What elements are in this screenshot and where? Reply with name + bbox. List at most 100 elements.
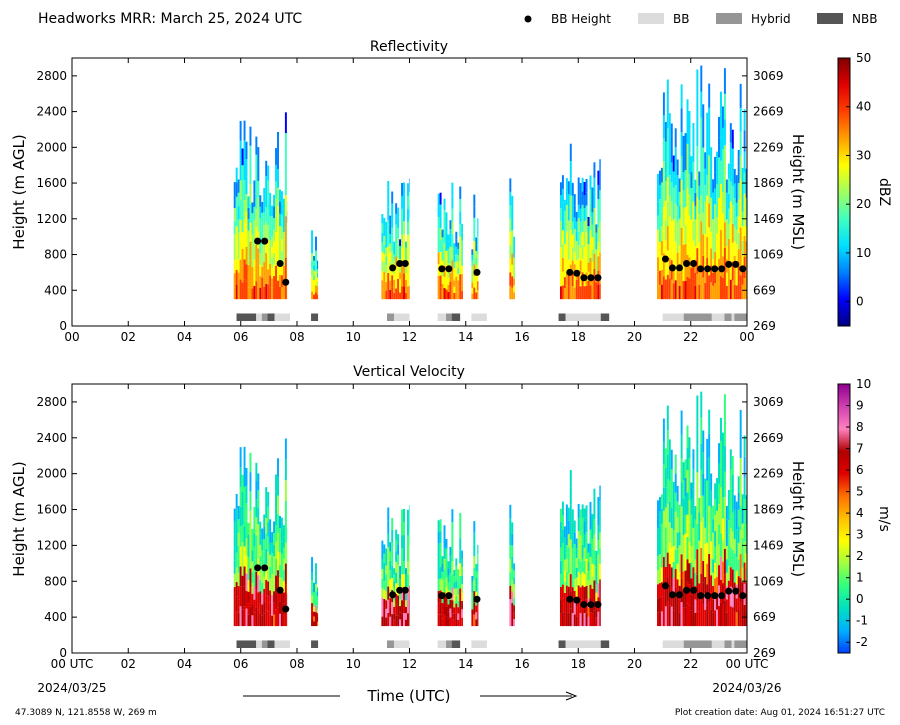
precip-cell	[273, 287, 276, 300]
bb-type-segment	[734, 640, 747, 648]
precip-cell	[727, 208, 730, 224]
precip-cell	[670, 221, 673, 241]
precip-cell	[280, 239, 283, 252]
precip-cell	[682, 498, 685, 517]
precip-cell	[453, 588, 456, 595]
precip-cell	[595, 576, 598, 585]
precip-cell	[716, 477, 719, 495]
precip-cell	[583, 286, 586, 300]
precip-cell	[716, 527, 719, 544]
precip-cell	[387, 507, 390, 521]
precip-cell	[239, 566, 242, 587]
precip-cell	[313, 587, 315, 593]
precip-cell	[664, 122, 667, 142]
precip-cell	[471, 587, 474, 593]
precip-cell	[587, 244, 590, 254]
precip-cell	[259, 591, 262, 603]
precip-cell	[477, 263, 479, 273]
precip-cell	[459, 249, 462, 262]
precip-cell	[259, 252, 262, 265]
bb-height-point	[683, 586, 691, 594]
precip-cell	[658, 497, 661, 512]
precip-cell	[585, 219, 588, 233]
precip-cell	[662, 556, 665, 580]
precip-cell	[583, 221, 586, 235]
precip-cell	[447, 241, 450, 249]
precip-cell	[265, 283, 268, 300]
precip-cell	[597, 583, 600, 598]
precip-cell	[261, 288, 264, 300]
precip-cell	[720, 183, 722, 207]
precip-cell	[690, 546, 693, 563]
precip-cell	[449, 281, 452, 291]
precip-cell	[443, 558, 446, 571]
precip-cell	[700, 273, 703, 300]
precip-cell	[389, 234, 392, 244]
precip-cell	[591, 576, 594, 589]
precip-cell	[593, 534, 596, 550]
precip-cell	[587, 580, 590, 590]
precip-cell	[265, 176, 268, 192]
precip-cell	[575, 260, 578, 271]
precip-cell	[245, 503, 248, 521]
precip-cell	[459, 274, 462, 287]
precip-cell	[668, 460, 671, 481]
precip-cell	[662, 115, 665, 139]
precip-cell	[473, 591, 476, 603]
precip-cell	[401, 561, 404, 575]
precip-cell	[567, 207, 570, 221]
precip-cell	[399, 579, 402, 587]
precip-cell	[721, 106, 724, 128]
precip-cell	[672, 203, 675, 220]
precip-cell	[259, 602, 262, 615]
precip-cell	[263, 249, 266, 263]
precip-cell	[577, 272, 580, 286]
precip-cell	[698, 583, 701, 598]
precip-cell	[513, 250, 515, 258]
precip-cell	[315, 243, 317, 251]
precip-cell	[567, 220, 570, 234]
precip-cell	[706, 216, 709, 238]
creation-date-label: Plot creation date: Aug 01, 2024 16:51:2…	[675, 708, 885, 718]
precip-cell	[718, 278, 720, 300]
precip-cell	[727, 610, 730, 627]
colorbar-tick-label: 10	[856, 246, 871, 260]
precip-cell	[284, 542, 287, 564]
precip-cell	[565, 204, 568, 219]
bb-height-point	[580, 274, 588, 282]
precip-cell	[408, 272, 410, 286]
precip-cell	[597, 184, 600, 200]
precip-cell	[680, 84, 683, 109]
precip-cell	[235, 255, 238, 270]
precip-cell	[275, 575, 278, 593]
precip-cell	[255, 607, 258, 627]
x-tick-label: 16	[514, 657, 529, 671]
precip-cell	[670, 449, 673, 470]
precip-cell	[664, 448, 667, 469]
precip-cell	[273, 229, 276, 242]
precip-cell	[565, 558, 568, 573]
precip-cell	[509, 245, 512, 259]
precip-cell	[284, 133, 287, 154]
precip-cell	[561, 570, 564, 585]
precip-cell	[275, 592, 278, 610]
precip-cell	[471, 603, 474, 610]
precip-cell	[591, 224, 594, 238]
precip-cell	[237, 612, 240, 627]
precip-cell	[735, 515, 738, 530]
precip-cell	[261, 528, 264, 540]
precip-cell	[702, 125, 705, 148]
bb-type-segment	[711, 313, 725, 321]
precip-cell	[670, 123, 673, 144]
precip-cell	[439, 240, 442, 252]
precip-cell	[694, 506, 697, 520]
precip-cell	[403, 182, 405, 196]
precip-cell	[591, 262, 594, 275]
precip-cell	[745, 611, 747, 627]
precip-cell	[741, 567, 744, 583]
precip-cell	[563, 615, 566, 627]
precip-cell	[672, 529, 675, 546]
precip-cell	[733, 270, 736, 285]
precip-cell	[457, 248, 460, 256]
precip-cell	[247, 522, 250, 535]
